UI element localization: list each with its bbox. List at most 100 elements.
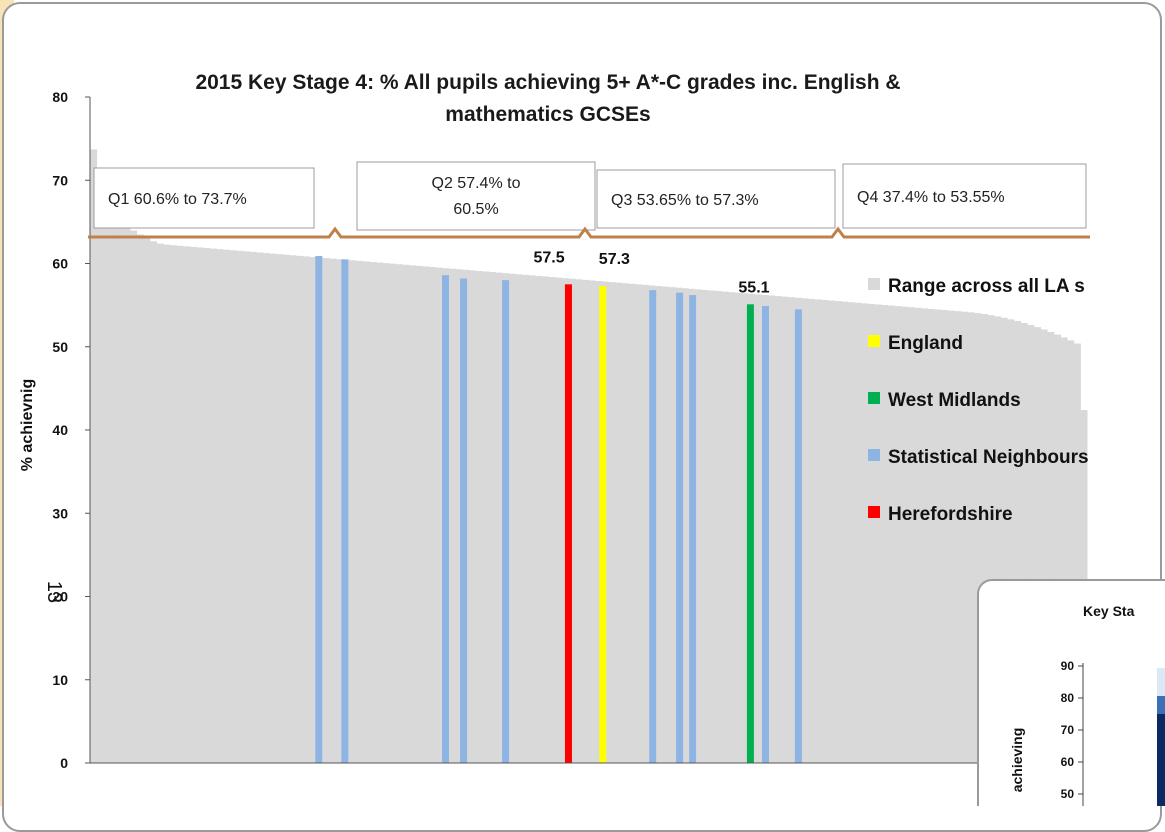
y-tick-label: 70 <box>52 172 68 188</box>
range-bar <box>880 305 889 763</box>
legend-swatch <box>868 506 880 518</box>
range-bar <box>116 221 124 764</box>
range-bar <box>355 260 364 763</box>
range-bar <box>136 234 144 764</box>
range-bar <box>993 316 1002 763</box>
range-bar <box>249 251 257 763</box>
range-bar <box>156 243 164 763</box>
range-bar <box>103 211 111 764</box>
range-bar <box>741 293 749 763</box>
range-bar <box>1060 337 1068 763</box>
range-bar <box>422 266 430 763</box>
highlight-bar <box>649 290 657 763</box>
range-bar <box>302 256 310 763</box>
range-bar <box>1020 322 1028 763</box>
y-axis-label: % achievnig <box>19 379 36 471</box>
range-bar <box>1027 324 1035 763</box>
range-bar <box>1007 319 1015 763</box>
range-bar <box>1047 331 1055 763</box>
range-bar <box>528 275 536 763</box>
range-bar <box>229 250 237 763</box>
legend-label: Herefordshire <box>888 504 1013 525</box>
range-bar <box>448 268 457 763</box>
range-bar <box>954 311 962 763</box>
range-bar <box>728 292 736 763</box>
range-bar <box>468 270 477 763</box>
range-bar <box>402 264 410 763</box>
inset-y-tick-label: 80 <box>1061 691 1075 705</box>
range-bar <box>827 300 835 763</box>
range-bar <box>927 308 935 763</box>
range-bar <box>369 261 377 763</box>
range-bar <box>508 273 516 763</box>
range-bar <box>375 262 383 763</box>
highlight-bar <box>442 275 450 763</box>
range-bar <box>774 296 782 763</box>
range-bar <box>861 303 869 763</box>
value-label: 55.1 <box>738 279 769 296</box>
legend: Range across all LA s England West Midland… <box>868 276 1089 525</box>
range-bar <box>714 291 722 763</box>
highlight-bar <box>746 304 754 763</box>
range-bar <box>1040 329 1048 763</box>
range-bar <box>309 256 317 763</box>
range-bar <box>163 244 171 764</box>
range-bar <box>143 238 151 763</box>
inset-title: Key Sta <box>1083 603 1135 619</box>
range-bar <box>1013 321 1022 763</box>
quartile-label: Q2 57.4% to <box>432 175 521 192</box>
range-bar <box>734 292 742 763</box>
inset-y-tick-label: 70 <box>1061 723 1075 737</box>
range-bar <box>149 241 157 764</box>
page-number: 13 <box>43 581 65 603</box>
range-bar <box>914 307 922 763</box>
range-bar <box>867 303 875 763</box>
highlight-bar <box>761 305 769 763</box>
chart-title-line2: mathematics GCSEs <box>445 103 650 126</box>
range-bar <box>389 263 397 763</box>
quartile-label: Q4 37.4% to 53.55% <box>857 189 1005 206</box>
range-bar <box>654 286 663 763</box>
range-bar <box>183 246 191 764</box>
range-bar <box>296 255 304 763</box>
y-tick-label: 0 <box>60 755 68 771</box>
range-bar <box>196 247 204 763</box>
y-tick-label: 30 <box>52 505 68 521</box>
range-bar <box>109 216 118 763</box>
range-bar <box>568 278 576 763</box>
y-tick-label: 80 <box>52 89 68 105</box>
range-bar <box>847 302 855 763</box>
range-bar <box>807 298 815 763</box>
range-bar <box>256 252 264 764</box>
range-bar <box>495 272 503 763</box>
ks4-chart: 2015 Key Stage 4: % All pupils achieving… <box>19 71 1165 806</box>
range-bar <box>335 259 344 763</box>
chart-title-line1: 2015 Key Stage 4: % All pupils achieving… <box>195 71 900 94</box>
range-bar <box>575 279 583 763</box>
range-bar <box>209 248 217 763</box>
range-bar <box>262 253 270 764</box>
range-bar <box>781 296 789 763</box>
range-bar <box>435 267 443 763</box>
inset-y-tick-label: 60 <box>1061 755 1075 769</box>
range-bar <box>661 286 669 763</box>
range-bar <box>974 313 982 763</box>
highlight-bar <box>794 309 802 763</box>
range-bar <box>222 249 231 763</box>
range-bar <box>522 274 530 763</box>
range-bar <box>874 304 882 763</box>
range-bar <box>980 314 988 763</box>
inset-y-label: achieving <box>1009 728 1025 793</box>
range-bar <box>754 294 762 763</box>
range-bar <box>282 254 290 764</box>
range-bar <box>940 310 948 763</box>
range-bar <box>960 311 968 763</box>
range-bar <box>1073 343 1081 763</box>
range-bar <box>269 253 277 764</box>
y-axis: 0 10 20 30 40 50 60 70 80 <box>52 89 1087 771</box>
legend-label: West Midlands <box>888 390 1021 411</box>
range-bars <box>90 149 1088 764</box>
range-bar <box>814 299 822 763</box>
highlight-bar <box>502 280 510 763</box>
range-bar <box>708 290 716 763</box>
